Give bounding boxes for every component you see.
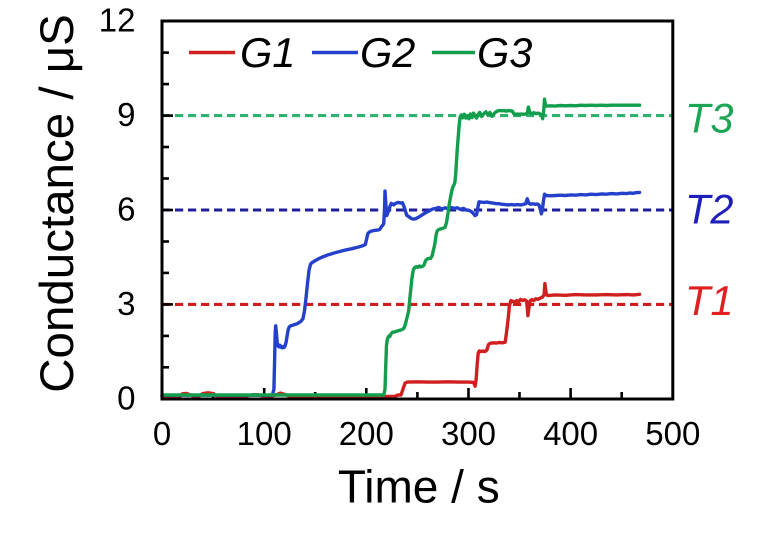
svg-text:12: 12 [99, 2, 136, 39]
svg-text:200: 200 [339, 415, 394, 452]
svg-text:0: 0 [153, 415, 171, 452]
svg-text:500: 500 [645, 415, 700, 452]
svg-text:T1: T1 [685, 277, 733, 324]
svg-text:Conductance / μS: Conductance / μS [31, 14, 84, 393]
svg-text:400: 400 [543, 415, 598, 452]
svg-text:9: 9 [117, 96, 135, 133]
svg-text:G1: G1 [240, 29, 295, 76]
svg-text:T3: T3 [685, 94, 733, 141]
svg-text:6: 6 [117, 191, 135, 228]
svg-text:G2: G2 [360, 29, 415, 76]
svg-text:100: 100 [237, 415, 292, 452]
svg-text:0: 0 [117, 379, 135, 416]
svg-text:3: 3 [117, 285, 135, 322]
svg-text:300: 300 [441, 415, 496, 452]
svg-text:G3: G3 [477, 29, 532, 76]
svg-text:Time / s: Time / s [338, 461, 500, 513]
svg-text:T2: T2 [685, 186, 733, 233]
